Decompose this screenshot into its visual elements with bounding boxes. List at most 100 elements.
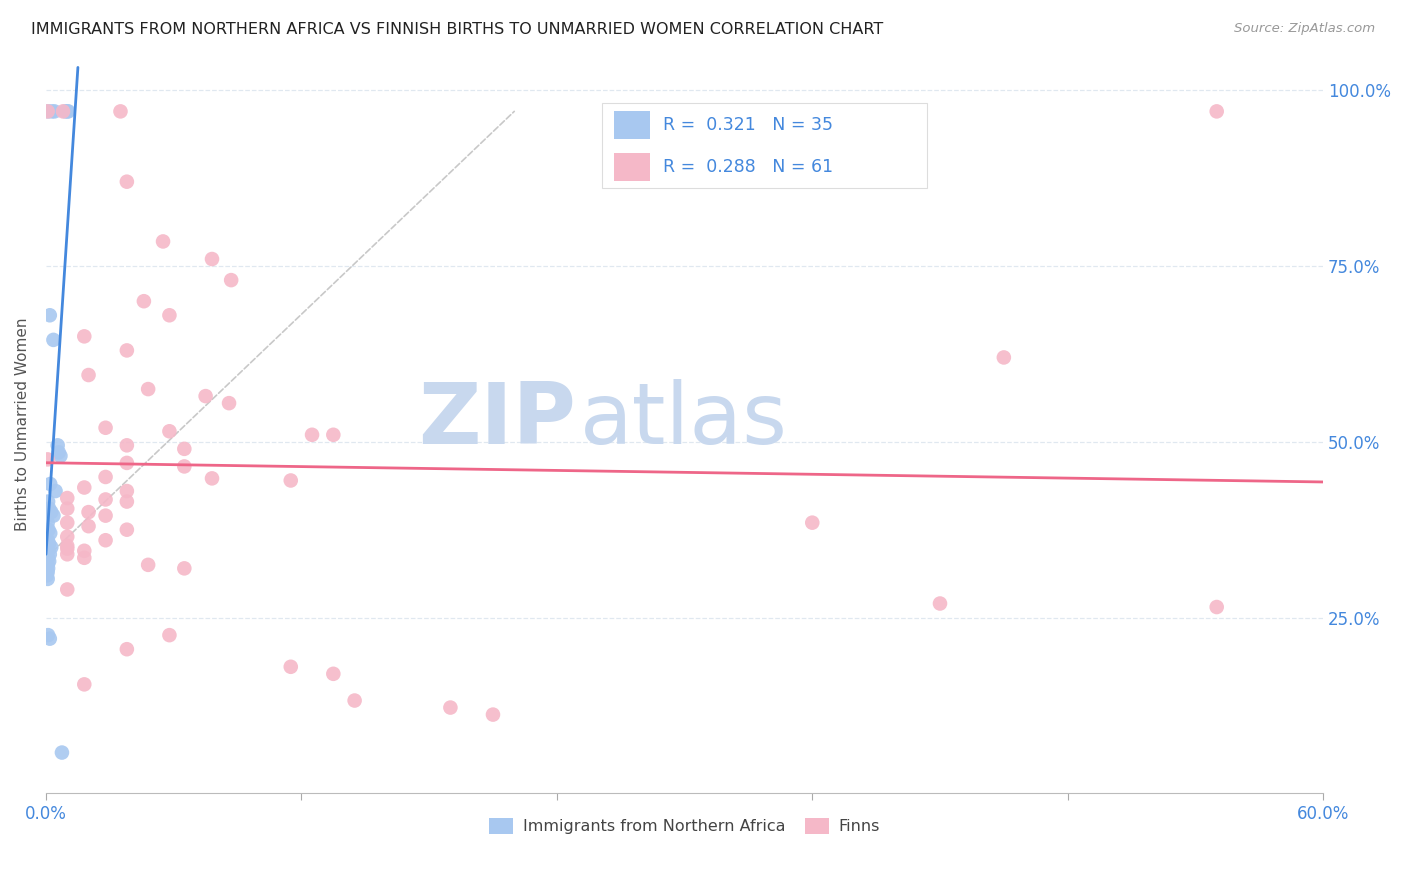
Point — [929, 597, 952, 611]
Point — [38, 632, 60, 646]
Point — [173, 442, 195, 456]
Point — [37, 558, 59, 572]
Point — [94, 508, 117, 523]
Point — [136, 382, 159, 396]
Point — [42, 508, 65, 523]
Point — [73, 329, 96, 343]
Point — [1205, 600, 1227, 615]
Y-axis label: Births to Unmarried Women: Births to Unmarried Women — [15, 318, 30, 531]
Point — [73, 543, 96, 558]
Point — [42, 333, 65, 347]
Point — [439, 700, 461, 714]
Point — [56, 530, 79, 544]
Point — [37, 543, 59, 558]
Point — [115, 483, 138, 498]
Point — [37, 572, 59, 586]
Point — [73, 677, 96, 691]
FancyBboxPatch shape — [614, 153, 650, 181]
Point — [136, 558, 159, 572]
Point — [322, 666, 344, 681]
Point — [801, 516, 824, 530]
Point — [41, 104, 63, 119]
Point — [173, 561, 195, 575]
Point — [201, 471, 224, 485]
Text: IMMIGRANTS FROM NORTHERN AFRICA VS FINNISH BIRTHS TO UNMARRIED WOMEN CORRELATION: IMMIGRANTS FROM NORTHERN AFRICA VS FINNI… — [31, 22, 883, 37]
Point — [115, 456, 138, 470]
Point — [115, 494, 138, 508]
FancyBboxPatch shape — [614, 111, 650, 138]
Point — [51, 746, 73, 760]
Point — [53, 104, 76, 119]
Point — [77, 519, 100, 533]
Point — [37, 452, 59, 467]
Point — [301, 427, 323, 442]
Point — [159, 628, 181, 642]
Point — [56, 539, 79, 553]
Point — [37, 104, 59, 119]
Point — [115, 642, 138, 657]
Point — [46, 438, 69, 452]
Point — [194, 389, 217, 403]
Point — [37, 550, 59, 565]
Point — [201, 252, 224, 266]
Point — [56, 516, 79, 530]
Point — [94, 470, 117, 484]
Point — [52, 104, 75, 119]
Text: R =  0.288   N = 61: R = 0.288 N = 61 — [662, 158, 832, 176]
Point — [73, 550, 96, 565]
Point — [37, 628, 59, 642]
Point — [132, 294, 155, 309]
Point — [37, 516, 59, 530]
Text: Source: ZipAtlas.com: Source: ZipAtlas.com — [1234, 22, 1375, 36]
Point — [38, 554, 60, 568]
Point — [38, 308, 60, 322]
Point — [37, 104, 59, 119]
Point — [38, 547, 60, 561]
Point — [343, 693, 366, 707]
Point — [77, 368, 100, 382]
Point — [152, 235, 174, 249]
Text: R =  0.321   N = 35: R = 0.321 N = 35 — [662, 116, 832, 134]
Point — [56, 541, 79, 556]
Point — [115, 523, 138, 537]
Point — [94, 533, 117, 548]
Point — [56, 582, 79, 597]
Point — [159, 308, 181, 322]
Point — [39, 505, 62, 519]
Point — [73, 481, 96, 495]
Point — [38, 501, 60, 516]
Point — [48, 445, 70, 459]
Point — [35, 568, 58, 582]
Point — [115, 175, 138, 189]
Point — [482, 707, 505, 722]
Text: atlas: atlas — [579, 379, 787, 462]
FancyBboxPatch shape — [602, 103, 927, 188]
Text: ZIP: ZIP — [418, 379, 576, 462]
Point — [56, 491, 79, 505]
Point — [37, 533, 59, 548]
Point — [322, 427, 344, 442]
Point — [1205, 104, 1227, 119]
Legend: Immigrants from Northern Africa, Finns: Immigrants from Northern Africa, Finns — [484, 812, 886, 841]
Point — [218, 396, 240, 410]
Point — [39, 541, 62, 555]
Point — [39, 526, 62, 541]
Point — [280, 660, 302, 674]
Point — [173, 459, 195, 474]
Point — [115, 343, 138, 358]
Point — [159, 424, 181, 438]
Point — [56, 547, 79, 561]
Point — [37, 494, 59, 508]
Point — [115, 438, 138, 452]
Point — [94, 421, 117, 435]
Point — [56, 104, 79, 119]
Point — [45, 483, 67, 498]
Point — [49, 449, 72, 463]
Point — [44, 104, 66, 119]
Point — [219, 273, 242, 287]
Point — [38, 537, 60, 551]
Point — [37, 565, 59, 579]
Point — [77, 505, 100, 519]
Point — [37, 561, 59, 575]
Point — [56, 501, 79, 516]
